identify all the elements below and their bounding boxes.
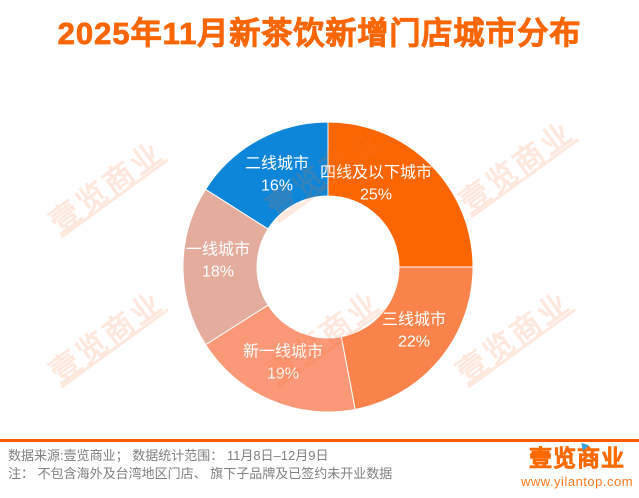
brand-logo: 壹览商业 [529,442,625,473]
slice-percent-value: 18% [201,263,235,280]
slice-label-4: 二线城市 16% [245,153,309,196]
brand-block: 壹览商业 www.yilantop.com [521,442,634,489]
footer: 数据来源:壹览商业； 数据统计范围： 11月8日–12月9日 注： 不包含海外及… [0,439,639,498]
pie-slice-0 [327,121,474,268]
slice-category-name: 二线城市 [244,155,310,173]
slice-category-name: 三线城市 [381,311,447,329]
brand-website: www.yilantop.com [521,473,634,489]
slice-percent-value: 22% [397,333,431,350]
brand-logo-text: 壹览商业 [529,445,625,472]
data-note-line: 注： 不包含海外及台湾地区门店、 旗下子品牌及已签约未开业数据 [8,466,393,482]
slice-percent-value: 25% [359,186,393,203]
footer-notes: 数据来源:壹览商业； 数据统计范围： 11月8日–12月9日 注： 不包含海外及… [8,447,392,484]
slice-label-3: 一线城市 18% [186,239,250,282]
slice-label-1: 三线城市 22% [382,309,446,352]
slice-category-name: 新一线城市 [242,343,324,361]
slice-category-name: 四线及以下城市 [319,164,433,182]
slice-label-2: 新一线城市 19% [243,341,323,384]
pie-slice-1 [340,266,474,411]
page-title: 2025年11月新茶饮新增门店城市分布 [57,16,582,52]
slice-percent-value: 19% [266,365,300,382]
pie-slice-4 [204,121,329,230]
pie-slice-3 [182,188,269,346]
pie-slice-2 [204,304,356,413]
data-source-line: 数据来源:壹览商业； 数据统计范围： 11月8日–12月9日 [8,448,329,463]
slice-category-name: 一线城市 [185,241,251,259]
slice-label-0: 四线及以下城市 25% [320,162,432,205]
slice-percent-value: 16% [260,177,294,194]
